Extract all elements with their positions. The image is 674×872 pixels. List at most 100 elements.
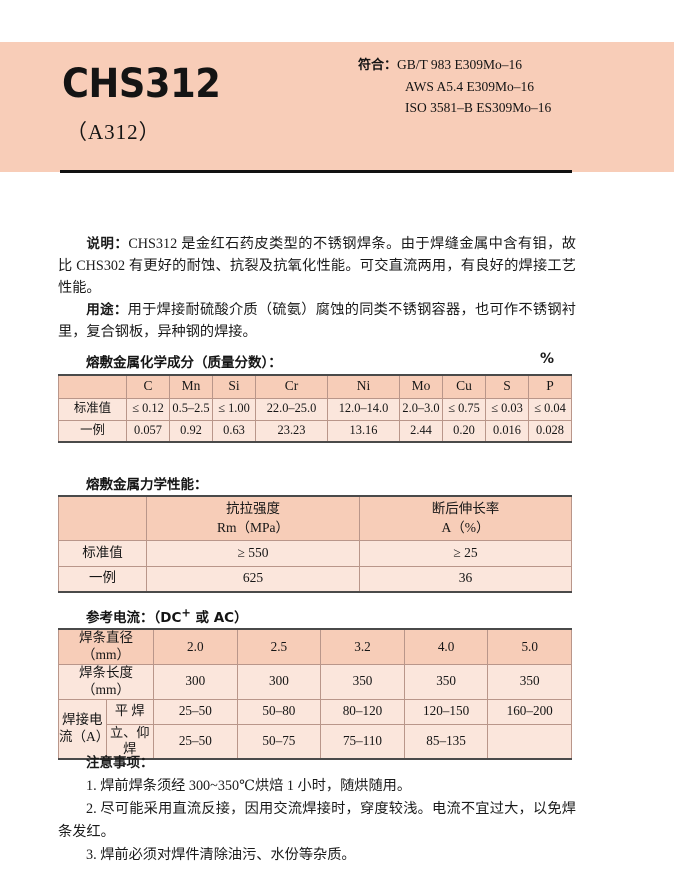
chem-cell: 0.016 [485,419,529,443]
table-row: 焊接电流（A） 平 焊 25–50 50–80 80–120 120–150 1… [58,698,572,759]
chem-col-0 [58,374,127,399]
chemical-caption: 熔敷金属化学成分（质量分数）： [86,355,282,371]
current-caption-main: 参考电流：（DC [86,610,182,626]
chem-col-3: Si [212,374,256,399]
mech-col-1-line1: 抗拉强度 [226,501,280,517]
length-label: 焊条长度（mm） [58,663,154,700]
page-title: CHS312 [62,61,221,107]
chem-cell: 12.0–14.0 [327,397,400,421]
chem-cell: ≤ 0.12 [126,397,170,421]
table-row: 一例 0.057 0.92 0.63 23.23 13.16 2.44 0.20… [58,419,572,443]
standard-item: ISO 3581–B ES309Mo–16 [405,100,552,115]
length-value: 350 [320,663,405,700]
chem-cell: ≤ 0.75 [442,397,486,421]
mech-col-2-line1: 断后伸长率 [431,501,500,517]
table-header-row: 抗拉强度 Rm（MPa） 断后伸长率 A（%） [58,495,572,541]
current-value: 120–150 [403,698,489,725]
chemical-unit: % [540,351,555,367]
current-value-empty [487,723,572,759]
note-item: 1. 焊前焊条须经 300~350℃烘焙 1 小时，随烘随用。 [58,775,576,798]
mech-col-1: 抗拉强度 Rm（MPa） [146,495,360,541]
header-divider [60,170,572,173]
chem-cell: 0.057 [126,419,170,443]
position-label: 立、仰焊 [105,723,154,759]
mechanical-caption: 熔敷金属力学性能： [86,477,208,493]
chem-cell: 13.16 [327,419,400,443]
chem-cell: 0.63 [212,419,256,443]
standards-row-3: ISO 3581–B ES309Mo–16 [358,97,551,118]
diameter-value: 2.5 [236,628,322,665]
chem-cell: 22.0–25.0 [255,397,328,421]
chem-cell: 0.20 [442,419,486,443]
chem-cell: 0.92 [169,419,213,443]
standards-block: 符合：GB/T 983 E309Mo–16 AWS A5.4 E309Mo–16… [358,54,551,118]
description-label: 说明： [86,236,129,252]
current-value: 25–50 [153,723,238,759]
mech-cell: 36 [359,565,572,593]
standard-item: GB/T 983 E309Mo–16 [397,57,523,72]
note-text: 1. 焊前焊条须经 300~350℃烘焙 1 小时，随烘随用。 [86,778,412,794]
note-text: 2. 尽可能采用直流反接，因用交流焊接时，穿度较浅。电流不宜过大，以免焊条发红。 [58,801,576,840]
chem-cell: 23.23 [255,419,328,443]
length-value: 350 [403,663,489,700]
diameter-value: 2.0 [153,628,238,665]
chem-col-5: Ni [327,374,400,399]
chem-cell: 0.028 [528,419,572,443]
usage-paragraph: 用途：用于焊接耐硫酸介质（硫氨）腐蚀的同类不锈钢容器，也可作不锈钢衬里，复合钢板… [58,299,576,343]
note-item: 3. 焊前必须对焊件清除油污、水份等杂质。 [58,844,576,867]
chem-row1-label: 一例 [58,419,127,443]
diameter-value: 3.2 [320,628,405,665]
current-caption-tail: 或 AC） [190,610,248,626]
chem-col-2: Mn [169,374,213,399]
standard-item: AWS A5.4 E309Mo–16 [405,79,535,94]
length-value: 300 [236,663,322,700]
mech-cell: 625 [146,565,360,593]
chem-cell: 2.0–3.0 [399,397,443,421]
current-caption: 参考电流：（DC+ 或 AC） [86,606,248,627]
current-value: 50–80 [236,698,322,725]
note-text: 3. 焊前必须对焊件清除油污、水份等杂质。 [86,847,356,863]
mech-row1-label: 一例 [58,565,147,593]
chem-cell: ≤ 1.00 [212,397,256,421]
mech-cell: ≥ 25 [359,539,572,567]
current-value: 75–110 [320,723,405,759]
table-row: 立、仰焊 25–50 50–75 75–110 85–135 [59,723,572,759]
chemical-composition-table: C Mn Si Cr Ni Mo Cu S P 标准值 ≤ 0.12 0.5–2… [58,374,572,443]
chem-col-1: C [126,374,170,399]
mech-row0-label: 标准值 [58,539,147,567]
notes-section: 注意事项： 1. 焊前焊条须经 300~350℃烘焙 1 小时，随烘随用。 2.… [58,752,576,867]
mechanical-properties-table: 抗拉强度 Rm（MPa） 断后伸长率 A（%） 标准值 ≥ 550 ≥ 25 一… [58,495,572,593]
diameter-label: 焊条直径（mm） [58,628,154,665]
standards-row-1: 符合：GB/T 983 E309Mo–16 [358,54,551,76]
chem-col-8: S [485,374,529,399]
chem-cell: 0.5–2.5 [169,397,213,421]
current-label: 焊接电流（A） [58,698,109,759]
chem-cell: 2.44 [399,419,443,443]
mech-col-2-line2: A（%） [441,520,490,536]
header-band: CHS312 （A312） 符合：GB/T 983 E309Mo–16 AWS … [0,42,674,172]
chem-row0-label: 标准值 [58,397,127,421]
table-row: 标准值 ≥ 550 ≥ 25 [58,539,572,567]
table-row: 标准值 ≤ 0.12 0.5–2.5 ≤ 1.00 22.0–25.0 12.0… [58,397,572,421]
product-alias: （A312） [66,120,161,144]
standards-row-2: AWS A5.4 E309Mo–16 [358,76,551,97]
diameter-value: 4.0 [403,628,489,665]
description-paragraph: 说明：CHS312 是金红石药皮类型的不锈钢焊条。由于焊缝金属中含有钼，故比 C… [58,233,576,299]
current-value: 50–75 [236,723,322,759]
diameter-value: 5.0 [487,628,572,665]
chem-col-9: P [528,374,572,399]
table-row: 一例 625 36 [58,565,572,593]
current-caption-sup: + [181,606,191,620]
description-text: CHS312 是金红石药皮类型的不锈钢焊条。由于焊缝金属中含有钼，故比 CHS3… [58,236,576,296]
current-value: 85–135 [403,723,489,759]
table-header-row: 焊条直径（mm） 2.0 2.5 3.2 4.0 5.0 [58,628,572,665]
chem-cell: ≤ 0.04 [528,397,572,421]
position-label: 平 焊 [105,698,154,725]
chem-col-7: Cu [442,374,486,399]
chem-col-6: Mo [399,374,443,399]
mech-col-0 [58,495,147,541]
usage-text: 用于焊接耐硫酸介质（硫氨）腐蚀的同类不锈钢容器，也可作不锈钢衬里，复合钢板，异种… [58,302,576,340]
note-item: 2. 尽可能采用直流反接，因用交流焊接时，穿度较浅。电流不宜过大，以免焊条发红。 [58,798,576,844]
table-header-row: C Mn Si Cr Ni Mo Cu S P [58,374,572,399]
mech-cell: ≥ 550 [146,539,360,567]
